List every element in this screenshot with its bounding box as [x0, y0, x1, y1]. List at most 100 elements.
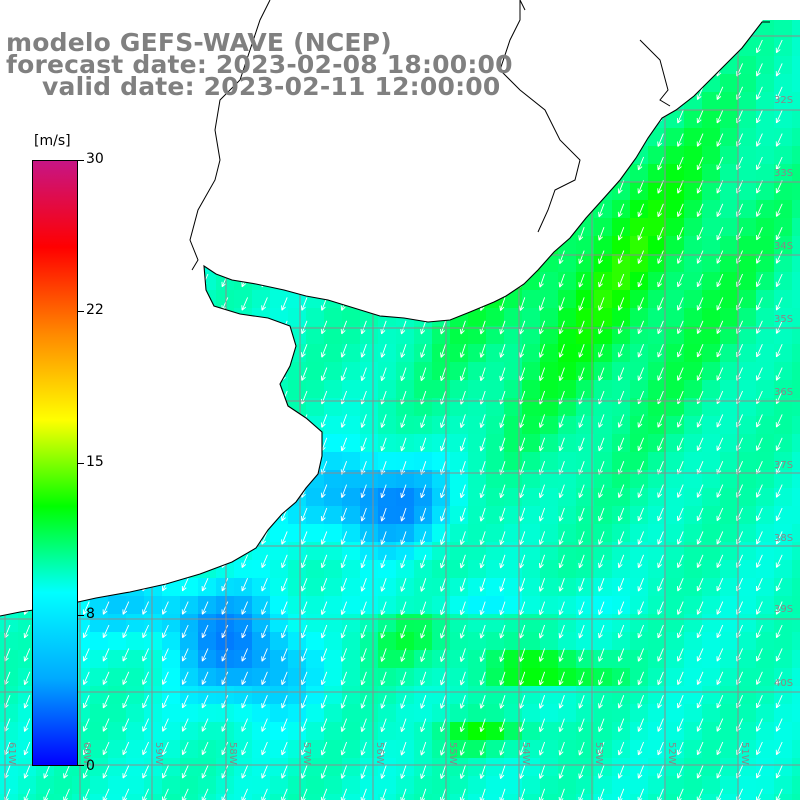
speed-cell [738, 92, 757, 111]
wind-arrow [696, 110, 704, 124]
speed-cell [288, 380, 307, 399]
speed-cell [774, 182, 793, 201]
speed-cell [342, 596, 361, 615]
speed-cell [378, 380, 397, 399]
wind-arrow [657, 648, 664, 662]
speed-cell [612, 758, 631, 777]
speed-cell [738, 542, 757, 561]
speed-cell [630, 200, 649, 219]
colorbar-tick-label: 15 [86, 454, 104, 470]
speed-cell [306, 506, 325, 525]
speed-cell [378, 668, 397, 687]
speed-cell [666, 524, 685, 543]
wind-arrow [696, 671, 704, 685]
speed-cell [468, 380, 487, 399]
speed-cell [252, 560, 271, 579]
speed-cell [738, 452, 757, 471]
speed-cell [648, 416, 667, 435]
wind-arrow [440, 320, 447, 335]
speed-cell [756, 308, 775, 327]
speed-cell [378, 326, 397, 345]
speed-cell [468, 668, 487, 687]
wind-arrow [122, 624, 130, 639]
speed-cell [666, 542, 685, 561]
wind-arrow [122, 648, 130, 662]
speed-cell [486, 308, 505, 327]
speed-cell [576, 416, 595, 435]
wind-arrow [301, 741, 308, 756]
wind-arrow [400, 718, 407, 733]
speed-cell [360, 380, 379, 399]
speed-cell [0, 794, 19, 800]
wind-arrow [380, 554, 387, 569]
speed-cell [630, 578, 649, 597]
speed-cell [324, 686, 343, 705]
wind-arrow [201, 578, 209, 592]
wind-arrow [578, 765, 585, 779]
speed-cell [666, 650, 685, 669]
speed-cell [360, 776, 379, 795]
wind-arrow [657, 250, 664, 264]
speed-cell [396, 488, 415, 507]
wind-arrow [479, 741, 486, 756]
speed-cell [18, 704, 37, 723]
wind-arrow [181, 648, 189, 662]
speed-cell [612, 686, 631, 705]
wind-arrow [400, 671, 407, 686]
speed-cell [792, 452, 800, 471]
speed-cell [738, 758, 757, 777]
speed-cell [486, 380, 505, 399]
speed-cell [450, 704, 469, 723]
speed-cell [702, 722, 721, 741]
speed-cell [342, 704, 361, 723]
speed-cell [756, 290, 775, 309]
speed-cell [432, 416, 451, 435]
speed-cell [450, 650, 469, 669]
speed-cell [468, 434, 487, 453]
wind-arrow [241, 671, 249, 685]
speed-cell [342, 560, 361, 579]
speed-cell [342, 542, 361, 561]
speed-cell [270, 614, 289, 633]
border-line [499, 0, 581, 233]
speed-cell [216, 596, 235, 615]
speed-cell [198, 722, 217, 741]
wind-arrow [499, 414, 506, 428]
wind-arrow [380, 507, 387, 522]
speed-cell [648, 290, 667, 309]
speed-cell [450, 776, 469, 795]
speed-cell [792, 542, 800, 561]
speed-cell [522, 650, 541, 669]
speed-cell [108, 794, 127, 800]
wind-arrow [23, 718, 31, 732]
wind-arrow [122, 765, 130, 779]
speed-cell [306, 614, 325, 633]
wind-arrow [578, 624, 585, 639]
speed-cell [396, 362, 415, 381]
speed-cell [252, 668, 271, 687]
wind-arrow [677, 414, 684, 428]
speed-cell [648, 596, 667, 615]
wind-arrow [142, 648, 150, 662]
wind-arrow [201, 695, 209, 709]
speed-cell [702, 704, 721, 723]
wind-arrow [479, 484, 486, 499]
speed-cell [234, 632, 253, 651]
speed-cell [558, 506, 577, 525]
wind-arrow [479, 695, 486, 709]
speed-cell [558, 452, 577, 471]
speed-cell [720, 236, 739, 255]
speed-cell [18, 686, 37, 705]
speed-cell [486, 506, 505, 525]
speed-cell [630, 344, 649, 363]
speed-cell [144, 758, 163, 777]
speed-cell [540, 542, 559, 561]
wind-arrow [617, 531, 625, 545]
speed-cell [738, 416, 757, 435]
speed-cell [738, 200, 757, 219]
longitude-label: 51W [739, 742, 750, 765]
speed-cell [126, 740, 145, 759]
wind-arrow [598, 250, 605, 265]
speed-cell [792, 110, 800, 129]
wind-arrow [558, 648, 565, 662]
